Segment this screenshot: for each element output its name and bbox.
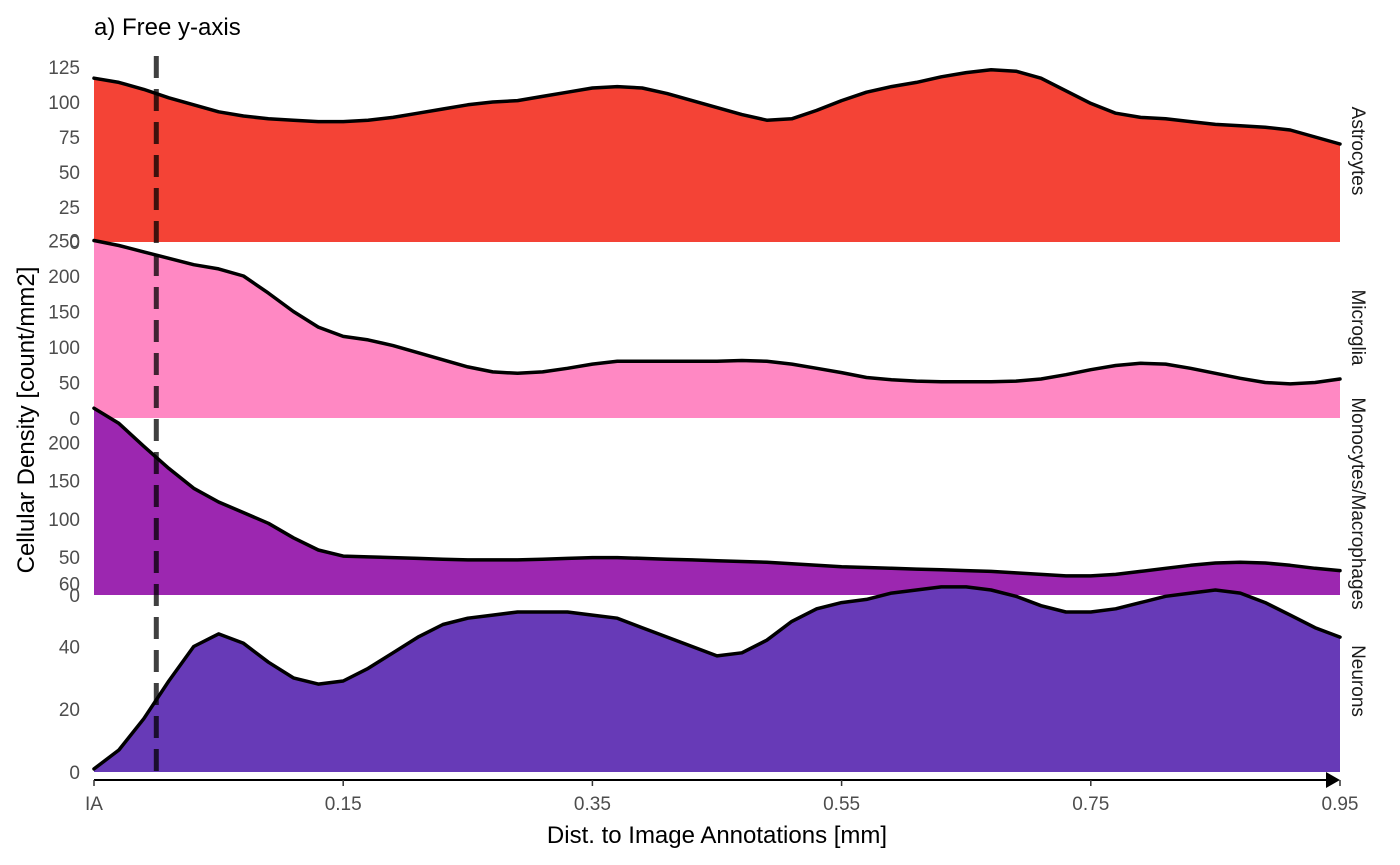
monocytes-macrophages-area	[94, 408, 1340, 595]
y-tick-label: 0	[69, 586, 80, 607]
y-tick-label: 0	[69, 233, 80, 254]
y-tick-label: 50	[59, 374, 80, 395]
y-tick-label: 150	[48, 303, 80, 324]
facet-panels: 0255075100125Astrocytes050100150200250Mi…	[48, 58, 1368, 784]
panel-microglia: 0 50 100 150 200 250 Microglia	[48, 232, 1368, 431]
y-tick-label: 75	[59, 128, 80, 149]
y-tick-label: 250	[48, 232, 80, 253]
plot-title: a) Free y-axis	[94, 14, 241, 41]
y-tick-label: 100	[48, 338, 80, 359]
panel-monocytes-macrophages: 0 50 100 150 200 Monocytes/Macrophages	[48, 397, 1368, 609]
y-tick-label: 0	[69, 763, 80, 784]
y-tick-label: 0	[69, 409, 80, 430]
y-tick-label: 25	[59, 198, 80, 219]
y-tick-label: 50	[59, 163, 80, 184]
y-tick-label: 100	[48, 510, 80, 531]
y-tick-label: 125	[48, 58, 80, 79]
neurons-line	[92, 585, 1342, 771]
microglia-line	[92, 238, 1342, 386]
y-axis-title: Cellular Density [count/mm2]	[13, 267, 40, 574]
strip-label-monocytes-macrophages: Monocytes/Macrophages	[1347, 397, 1368, 609]
x-tick-label: 0.75	[1072, 794, 1109, 815]
strip-label-microglia: Microglia	[1347, 289, 1368, 365]
y-tick-label: 200	[48, 434, 80, 455]
y-tick-label: 100	[48, 93, 80, 114]
y-tick-label: 200	[48, 267, 80, 288]
x-axis-title: Dist. to Image Annotations [mm]	[547, 822, 887, 849]
astrocytes-area	[94, 69, 1340, 242]
x-tick-label: 0.15	[325, 794, 362, 815]
y-tick-label: 150	[48, 472, 80, 493]
strip-label-neurons: Neurons	[1347, 645, 1368, 717]
astrocytes-line	[92, 68, 1342, 146]
x-axis-arrowhead	[1326, 772, 1340, 788]
strip-label-astrocytes: Astrocytes	[1347, 107, 1368, 196]
microglia-area	[94, 240, 1340, 418]
y-tick-label: 40	[59, 638, 80, 659]
x-axis: IA 0.15 0.35 0.55 0.75 0.95	[85, 772, 1358, 815]
x-tick-label: 0.35	[574, 794, 611, 815]
panel-astrocytes: 0 25 50 75 100 125 Astrocytes	[48, 58, 1368, 254]
y-tick-label: 20	[59, 700, 80, 721]
x-tick-label: 0.55	[823, 794, 860, 815]
neurons-area	[94, 586, 1340, 772]
monocytes-macrophages-line	[92, 406, 1342, 578]
y-tick-label: 50	[59, 548, 80, 569]
panel-neurons: 0 20 40 60 Neurons	[59, 575, 1368, 784]
y-tick-label: 60	[59, 575, 80, 596]
x-tick-label: IA	[85, 794, 103, 815]
x-tick-label: 0.95	[1322, 794, 1359, 815]
